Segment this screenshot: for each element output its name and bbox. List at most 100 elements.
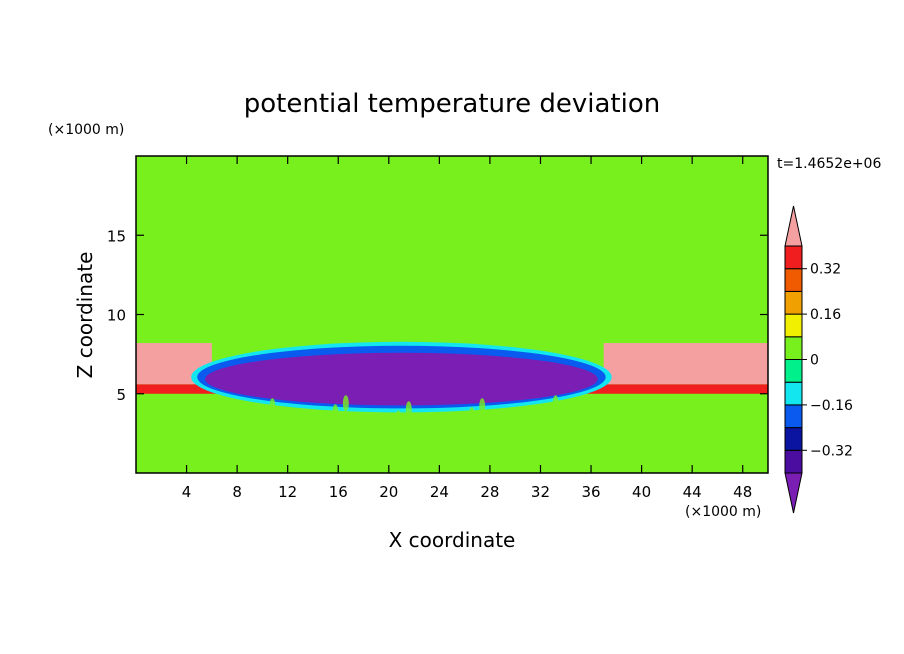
texture-blob bbox=[426, 443, 433, 460]
texture-blob bbox=[500, 440, 507, 457]
x-tick-label: 28 bbox=[480, 483, 499, 501]
colorbar-segment bbox=[784, 404, 803, 429]
texture-blob bbox=[619, 284, 648, 293]
texture-blob bbox=[489, 449, 496, 466]
texture-blob bbox=[282, 274, 311, 283]
texture-blob bbox=[626, 452, 633, 469]
colorbar-segment bbox=[784, 336, 803, 360]
time-label: t=1.4652e+06 bbox=[777, 156, 881, 172]
texture-blob bbox=[458, 416, 465, 433]
texture-blob bbox=[353, 446, 360, 463]
texture-blob bbox=[521, 422, 528, 439]
texture-blob bbox=[394, 319, 423, 328]
texture-blob bbox=[678, 407, 685, 424]
texture-blob bbox=[479, 398, 486, 415]
texture-blob bbox=[507, 302, 536, 311]
texture-blob bbox=[539, 279, 568, 288]
texture-blob bbox=[468, 407, 475, 424]
texture-blob bbox=[730, 422, 737, 439]
y-tick-label: 10 bbox=[107, 307, 126, 325]
texture-blob bbox=[332, 404, 339, 421]
colorbar-tick-label: 0.16 bbox=[810, 307, 841, 323]
texture-blob bbox=[615, 401, 622, 418]
colorbar-segment bbox=[784, 381, 803, 406]
texture-blob bbox=[531, 413, 538, 430]
texture-blob bbox=[584, 428, 591, 445]
colorbar-segment bbox=[784, 359, 803, 383]
texture-blob bbox=[437, 434, 444, 451]
y-tick-label: 5 bbox=[116, 386, 126, 404]
texture-blob bbox=[290, 440, 297, 457]
texture-blob bbox=[395, 410, 402, 427]
texture-blob bbox=[374, 428, 381, 445]
texture-blob bbox=[279, 449, 286, 466]
texture-blob bbox=[363, 437, 370, 454]
texture-blob bbox=[164, 428, 171, 445]
texture-blob bbox=[342, 395, 349, 412]
colorbar-tick-label: −0.16 bbox=[810, 398, 853, 414]
texture-blob bbox=[218, 320, 247, 329]
x-tick-label: 32 bbox=[531, 483, 550, 501]
texture-blob bbox=[154, 303, 183, 312]
texture-blob bbox=[459, 273, 488, 282]
texture-blob bbox=[668, 416, 675, 433]
texture-blob bbox=[269, 398, 276, 415]
x-axis-label: X coordinate bbox=[389, 528, 516, 552]
texture-blob bbox=[250, 297, 279, 306]
region-cold-pool bbox=[205, 352, 598, 406]
texture-blob bbox=[741, 413, 748, 430]
texture-blob bbox=[751, 404, 758, 421]
texture-blob bbox=[491, 313, 520, 322]
texture-blob bbox=[555, 267, 584, 276]
texture-blob bbox=[563, 446, 570, 463]
x-tick-label: 12 bbox=[278, 483, 297, 501]
texture-blob bbox=[258, 407, 265, 424]
texture-blob bbox=[427, 296, 456, 305]
texture-blob bbox=[683, 301, 712, 310]
texture-blob bbox=[475, 325, 504, 334]
x-tick-label: 8 bbox=[232, 483, 242, 501]
texture-blob bbox=[330, 302, 359, 311]
texture-blob bbox=[657, 425, 664, 442]
texture-blob bbox=[573, 437, 580, 454]
texture-blob bbox=[143, 446, 150, 463]
texture-blob bbox=[300, 431, 307, 448]
texture-blob bbox=[153, 437, 160, 454]
texture-blob bbox=[748, 318, 768, 327]
colorbar-segment bbox=[784, 245, 803, 270]
colorbar-segment bbox=[784, 268, 803, 292]
texture-blob bbox=[136, 326, 150, 335]
texture-blob bbox=[542, 404, 549, 421]
y-axis-label: Z coordinate bbox=[73, 252, 97, 379]
texture-blob bbox=[185, 410, 192, 427]
texture-blob bbox=[234, 308, 263, 317]
x-axis-ticks: 4 8 12 16 20 24 28 32 36 40 44 48 bbox=[182, 156, 752, 501]
texture-blob bbox=[720, 431, 727, 448]
texture-blob bbox=[321, 413, 328, 430]
texture-blob bbox=[311, 422, 318, 439]
colorbar-tick-label: −0.32 bbox=[810, 443, 853, 459]
texture-blob bbox=[248, 416, 255, 433]
texture-blob bbox=[416, 452, 423, 469]
x-tick-label: 16 bbox=[329, 483, 348, 501]
y-axis-ticks: 5 10 15 bbox=[107, 227, 768, 404]
x-tick-label: 36 bbox=[581, 483, 600, 501]
texture-blob bbox=[603, 296, 632, 305]
texture-blob bbox=[552, 395, 559, 412]
texture-blob bbox=[510, 431, 517, 448]
texture-blob bbox=[710, 440, 717, 457]
colorbar-segment bbox=[784, 290, 803, 315]
texture-blob bbox=[699, 449, 706, 466]
texture-blob bbox=[174, 419, 181, 436]
x-tick-label: 20 bbox=[379, 483, 398, 501]
texture-blob bbox=[699, 290, 728, 299]
texture-blob bbox=[636, 443, 643, 460]
texture-blob bbox=[227, 434, 234, 451]
texture-blob bbox=[216, 443, 223, 460]
colorbar-segment bbox=[784, 205, 803, 247]
x-tick-label: 4 bbox=[182, 483, 192, 501]
texture-blob bbox=[266, 285, 295, 294]
texture-blob bbox=[447, 425, 454, 442]
x-tick-label: 44 bbox=[683, 483, 702, 501]
texture-blob bbox=[605, 410, 612, 427]
